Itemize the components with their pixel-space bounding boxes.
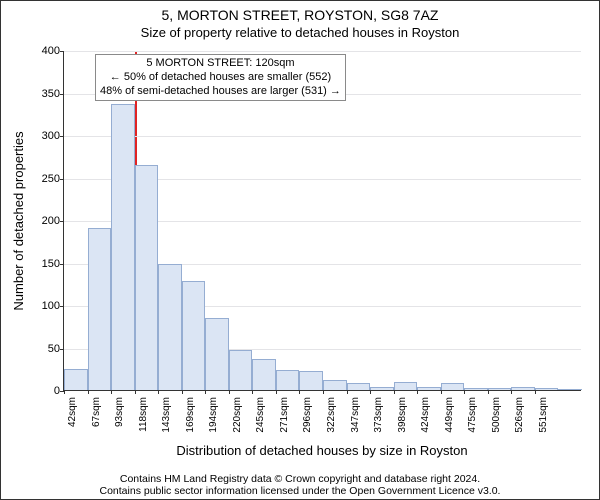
x-tick-label: 118sqm <box>138 397 149 432</box>
y-tick-label: 100 <box>42 300 64 312</box>
histogram-bar <box>88 228 112 390</box>
x-tick-mark <box>64 390 65 394</box>
x-tick-mark <box>441 390 442 394</box>
footer: Contains HM Land Registry data © Crown c… <box>1 473 599 497</box>
x-tick-label: 475sqm <box>467 397 478 433</box>
annotation-box: 5 MORTON STREET: 120sqm ← 50% of detache… <box>95 54 346 101</box>
histogram-bar <box>299 371 323 390</box>
x-tick-label: 424sqm <box>420 397 431 433</box>
y-tick-label: 150 <box>42 258 64 270</box>
chart-container: 5, MORTON STREET, ROYSTON, SG8 7AZ Size … <box>0 0 600 500</box>
x-tick-mark <box>88 390 89 394</box>
x-tick-label: 220sqm <box>232 397 243 433</box>
x-tick-label: 296sqm <box>302 397 313 433</box>
x-tick-mark <box>111 390 112 394</box>
x-tick-label: 449sqm <box>444 397 455 433</box>
x-tick-mark <box>182 390 183 394</box>
histogram-bar <box>135 165 159 390</box>
x-tick-mark <box>158 390 159 394</box>
x-tick-mark <box>135 390 136 394</box>
x-tick-label: 551sqm <box>538 397 549 433</box>
y-tick-label: 350 <box>42 88 64 100</box>
x-tick-label: 169sqm <box>185 397 196 433</box>
x-tick-label: 67sqm <box>91 397 102 427</box>
histogram-bar <box>205 318 229 390</box>
y-tick-label: 300 <box>42 130 64 142</box>
x-axis-label: Distribution of detached houses by size … <box>63 443 581 458</box>
x-tick-label: 347sqm <box>350 397 361 433</box>
histogram-bar <box>229 350 253 390</box>
page-title: 5, MORTON STREET, ROYSTON, SG8 7AZ <box>1 1 599 23</box>
x-tick-label: 143sqm <box>161 397 172 433</box>
y-axis-label: Number of detached properties <box>11 51 26 391</box>
y-tick-label: 50 <box>48 343 64 355</box>
x-tick-mark <box>394 390 395 394</box>
y-tick-label: 400 <box>42 45 64 57</box>
histogram-bar <box>347 383 371 390</box>
x-tick-mark <box>488 390 489 394</box>
histogram-bar <box>252 359 276 390</box>
x-tick-label: 93sqm <box>114 397 125 427</box>
histogram-bar <box>158 264 182 390</box>
histogram-bar <box>464 388 488 390</box>
x-tick-mark <box>370 390 371 394</box>
x-tick-mark <box>229 390 230 394</box>
histogram-bar <box>182 281 206 390</box>
histogram-bar <box>394 382 418 391</box>
x-tick-label: 194sqm <box>208 397 219 433</box>
x-tick-label: 500sqm <box>491 397 502 433</box>
x-tick-label: 42sqm <box>67 397 78 427</box>
y-tick-label: 250 <box>42 173 64 185</box>
histogram-bar <box>535 388 559 390</box>
histogram-bar <box>441 383 465 390</box>
x-tick-mark <box>276 390 277 394</box>
grid-line <box>64 136 581 137</box>
annotation-line2: ← 50% of detached houses are smaller (55… <box>100 71 341 85</box>
histogram-bar <box>370 387 394 390</box>
histogram-bar <box>511 387 535 390</box>
histogram-bar <box>64 369 88 390</box>
x-tick-mark <box>323 390 324 394</box>
x-tick-mark <box>205 390 206 394</box>
footer-line2: Contains public sector information licen… <box>1 485 599 497</box>
x-tick-mark <box>511 390 512 394</box>
histogram-bar <box>111 104 135 390</box>
annotation-line3: 48% of semi-detached houses are larger (… <box>100 85 341 99</box>
footer-line1: Contains HM Land Registry data © Crown c… <box>1 473 599 485</box>
plot-area: 05010015020025030035040042sqm67sqm93sqm1… <box>63 51 581 391</box>
histogram-bar <box>558 389 582 390</box>
x-tick-label: 322sqm <box>326 397 337 433</box>
x-tick-label: 526sqm <box>514 397 525 433</box>
page-subtitle: Size of property relative to detached ho… <box>1 23 599 44</box>
x-tick-mark <box>417 390 418 394</box>
x-tick-label: 398sqm <box>397 397 408 433</box>
histogram-bar <box>488 388 512 390</box>
x-tick-mark <box>464 390 465 394</box>
x-tick-mark <box>347 390 348 394</box>
y-tick-label: 0 <box>54 385 64 397</box>
annotation-line1: 5 MORTON STREET: 120sqm <box>100 57 341 71</box>
x-tick-label: 271sqm <box>279 397 290 433</box>
histogram-bar <box>323 380 347 390</box>
y-tick-label: 200 <box>42 215 64 227</box>
grid-line <box>64 51 581 52</box>
histogram-bar <box>417 387 441 390</box>
x-tick-label: 373sqm <box>373 397 384 433</box>
histogram-bar <box>276 370 300 390</box>
x-tick-label: 245sqm <box>255 397 266 433</box>
x-tick-mark <box>252 390 253 394</box>
x-tick-mark <box>299 390 300 394</box>
x-tick-mark <box>535 390 536 394</box>
